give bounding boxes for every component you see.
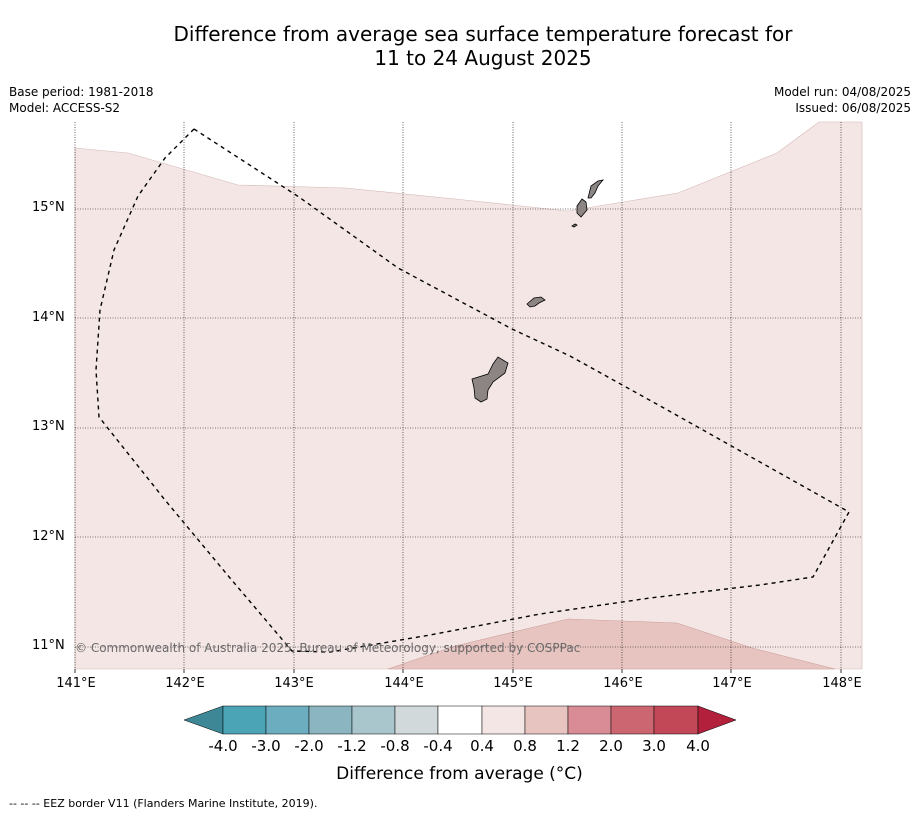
colorbar-bin-3 bbox=[308, 705, 353, 735]
lon-label-141: 141°E bbox=[56, 676, 96, 691]
eez-footnote: -- -- -- EEZ border V11 (Flanders Marine… bbox=[9, 797, 318, 810]
colorbar-over-triangle bbox=[697, 705, 737, 735]
colorbar-tick-label: -3.0 bbox=[251, 737, 281, 755]
map-title: Difference from average sea surface temp… bbox=[0, 22, 919, 70]
lat-label-11: 11°N bbox=[32, 638, 65, 653]
land-masses bbox=[471, 179, 605, 403]
map-title-line2: 11 to 24 August 2025 bbox=[374, 46, 592, 70]
colorbar-tick-label: 2.0 bbox=[599, 737, 623, 755]
base-period: Base period: 1981-2018 bbox=[9, 85, 154, 99]
colorbar-bin-6 bbox=[437, 705, 483, 735]
lat-label-13: 13°N bbox=[32, 419, 65, 434]
model-run: Model run: 04/08/2025 bbox=[773, 85, 911, 99]
meta-right: Model run: 04/08/2025 Issued: 06/08/2025 bbox=[774, 84, 911, 116]
colorbar-title: Difference from average (°C) bbox=[336, 764, 583, 784]
lat-label-14: 14°N bbox=[32, 310, 65, 325]
colorbar-bin-4 bbox=[351, 705, 396, 735]
issued-date: Issued: 06/08/2025 bbox=[795, 101, 911, 115]
colorbar-bin-1 bbox=[222, 705, 267, 735]
colorbar-bin-8 bbox=[524, 705, 569, 735]
colorbar-tick-label: -0.8 bbox=[380, 737, 410, 755]
colorbar-tick-label: 3.0 bbox=[642, 737, 666, 755]
lon-label-145: 145°E bbox=[493, 676, 533, 691]
anomaly-region-light bbox=[74, 121, 863, 670]
colorbar-bin-2 bbox=[265, 705, 310, 735]
rota-island bbox=[526, 296, 546, 308]
colorbar bbox=[183, 705, 737, 735]
copyright-notice: © Commonwealth of Australia 2025, Bureau… bbox=[75, 641, 581, 655]
map-title-line1: Difference from average sea surface temp… bbox=[173, 22, 793, 46]
colorbar-bin-10 bbox=[610, 705, 655, 735]
lon-label-143: 143°E bbox=[274, 676, 314, 691]
colorbar-tick-label: 0.4 bbox=[470, 737, 494, 755]
colorbar-tick-label: -1.2 bbox=[337, 737, 367, 755]
gridlines bbox=[74, 122, 862, 669]
aguijan-islet bbox=[571, 223, 578, 228]
lon-label-148: 148°E bbox=[822, 676, 862, 691]
colorbar-under-triangle bbox=[183, 705, 224, 735]
saipan-island bbox=[587, 179, 605, 199]
lon-ticks bbox=[74, 669, 842, 673]
lon-label-146: 146°E bbox=[603, 676, 643, 691]
colorbar-tick-label: 0.8 bbox=[513, 737, 537, 755]
colorbar-tick-label: -0.4 bbox=[423, 737, 453, 755]
colorbar-bin-11 bbox=[653, 705, 699, 735]
colorbar-tick-label: 1.2 bbox=[556, 737, 580, 755]
meta-left: Base period: 1981-2018 Model: ACCESS-S2 bbox=[9, 84, 154, 116]
colorbar-bin-7 bbox=[481, 705, 526, 735]
colorbar-bin-9 bbox=[567, 705, 612, 735]
colorbar-tick-label: -4.0 bbox=[208, 737, 238, 755]
lon-label-147: 147°E bbox=[712, 676, 752, 691]
model-name: Model: ACCESS-S2 bbox=[9, 101, 121, 115]
anomaly-region-medium bbox=[387, 618, 836, 670]
lat-label-15: 15°N bbox=[32, 200, 65, 215]
eez-border bbox=[95, 128, 850, 653]
colorbar-bin-5 bbox=[394, 705, 439, 735]
colorbar-tick-label: -2.0 bbox=[294, 737, 324, 755]
guam-island bbox=[471, 356, 509, 403]
lon-label-144: 144°E bbox=[384, 676, 424, 691]
lat-label-12: 12°N bbox=[32, 529, 65, 544]
colorbar-tick-label: 4.0 bbox=[686, 737, 710, 755]
lon-label-142: 142°E bbox=[165, 676, 205, 691]
tinian-island bbox=[576, 198, 588, 218]
